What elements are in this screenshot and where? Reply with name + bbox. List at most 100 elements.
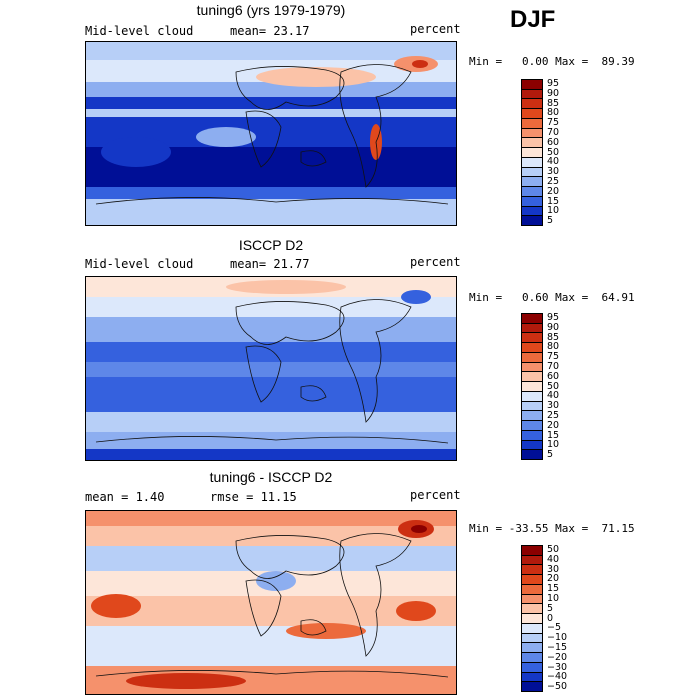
- panel-2-units-label: percent: [410, 255, 461, 269]
- panel-1-map: [85, 41, 457, 226]
- colorbar-swatch: [522, 206, 542, 217]
- colorbar-swatch: [522, 167, 542, 178]
- colorbar-tick-label: 85: [547, 97, 560, 109]
- panel-3-map: [85, 510, 457, 695]
- colorbar-swatch: [522, 575, 542, 585]
- colorbar-swatch: [522, 118, 542, 129]
- colorbar-tick-label: −15: [547, 641, 568, 653]
- colorbar-swatch: [522, 323, 542, 334]
- panel-3-mean-label: mean = 1.40: [85, 490, 165, 504]
- colorbar-tick-label: −10: [547, 632, 568, 644]
- panel-3-map-field: [86, 511, 456, 694]
- panel-3-colorbar-swatches: [521, 545, 543, 692]
- colorbar-swatch: [522, 565, 542, 576]
- colorbar-tick-label: 15: [547, 429, 560, 441]
- panel-2-min-max: Min = 0.60 Max = 64.91: [469, 291, 635, 304]
- colorbar-swatch: [522, 546, 542, 556]
- colorbar-tick-label: 50: [547, 146, 560, 158]
- colorbar-tick-label: 30: [547, 166, 560, 178]
- panel-1-min-max: Min = 0.00 Max = 89.39: [469, 55, 635, 68]
- colorbar-swatch: [522, 643, 542, 654]
- colorbar-swatch: [522, 216, 542, 226]
- colorbar-swatch: [522, 633, 542, 644]
- panel-2-variable-label: Mid-level cloud: [85, 257, 194, 271]
- colorbar-tick-label: −5: [547, 622, 562, 634]
- colorbar-tick-label: 95: [547, 77, 560, 89]
- colorbar-swatch: [522, 80, 542, 90]
- colorbar-tick-label: 85: [547, 331, 560, 343]
- colorbar-tick-label: −40: [547, 671, 568, 683]
- colorbar-swatch: [522, 604, 542, 615]
- colorbar-swatch: [522, 382, 542, 392]
- colorbar-swatch: [522, 109, 542, 119]
- colorbar-swatch: [522, 187, 542, 197]
- colorbar-tick-label: 5: [547, 215, 554, 227]
- colorbar-tick-label: 40: [547, 553, 560, 565]
- colorbar-tick-label: 80: [547, 107, 560, 119]
- colorbar-tick-label: 75: [547, 351, 560, 363]
- colorbar-tick-label: 20: [547, 185, 560, 197]
- panel-2-colorbar: 95 90 85 80 75 70 60 50 40 30 25 20 15 10 5: [521, 312, 559, 460]
- colorbar-tick-label: 20: [547, 419, 560, 431]
- colorbar-tick-label: 25: [547, 175, 560, 187]
- colorbar-swatch: [522, 128, 542, 139]
- colorbar-swatch: [522, 177, 542, 188]
- colorbar-tick-label: 90: [547, 87, 560, 99]
- colorbar-tick-label: 15: [547, 583, 560, 595]
- colorbar-swatch: [522, 682, 542, 692]
- colorbar-swatch: [522, 401, 542, 412]
- colorbar-tick-label: −50: [547, 681, 568, 693]
- colorbar-swatch: [522, 333, 542, 344]
- colorbar-tick-label: 30: [547, 400, 560, 412]
- colorbar-tick-label: 95: [547, 311, 560, 323]
- colorbar-tick-label: 60: [547, 136, 560, 148]
- panel-1-map-field: [86, 42, 456, 225]
- panel-2-map: [85, 276, 457, 461]
- colorbar-swatch: [522, 614, 542, 624]
- colorbar-tick-label: −30: [547, 661, 568, 673]
- colorbar-tick-label: 40: [547, 390, 560, 402]
- colorbar-swatch: [522, 440, 542, 451]
- colorbar-tick-label: 80: [547, 341, 560, 353]
- colorbar-swatch: [522, 343, 542, 353]
- colorbar-swatch: [522, 362, 542, 373]
- colorbar-tick-label: 25: [547, 409, 560, 421]
- colorbar-swatch: [522, 138, 542, 149]
- colorbar-tick-label: 0: [547, 612, 554, 624]
- panel-3-colorbar: 50 40 30 20 15 10 5 0 −5 −10 −15 −20 −30 −40 −50: [521, 544, 567, 692]
- colorbar-swatch: [522, 411, 542, 422]
- colorbar-tick-label: 50: [547, 380, 560, 392]
- colorbar-tick-label: 15: [547, 195, 560, 207]
- panel-3-title: tuning6 - ISCCP D2: [209, 469, 333, 485]
- colorbar-tick-label: 5: [547, 449, 554, 461]
- colorbar-swatch: [522, 555, 542, 566]
- season-label: DJF: [510, 6, 556, 33]
- colorbar-swatch: [522, 99, 542, 110]
- colorbar-tick-label: 10: [547, 439, 560, 451]
- colorbar-tick-label: 90: [547, 321, 560, 333]
- panel-1-mean-label: mean= 23.17: [230, 24, 310, 38]
- colorbar-swatch: [522, 584, 542, 595]
- colorbar-tick-label: 60: [547, 370, 560, 382]
- colorbar-swatch: [522, 653, 542, 663]
- panel-3-min-max: Min = -33.55 Max = 71.15: [469, 522, 635, 535]
- colorbar-swatch: [522, 450, 542, 460]
- colorbar-swatch: [522, 89, 542, 100]
- colorbar-tick-label: 75: [547, 117, 560, 129]
- colorbar-swatch: [522, 157, 542, 168]
- panel-3-units-label: percent: [410, 488, 461, 502]
- colorbar-tick-label: 5: [547, 602, 554, 614]
- panel-2-mean-label: mean= 21.77: [230, 257, 310, 271]
- colorbar-tick-label: 50: [547, 543, 560, 555]
- colorbar-swatch: [522, 430, 542, 441]
- colorbar-swatch: [522, 352, 542, 363]
- colorbar-swatch: [522, 662, 542, 673]
- panel-2-title: ISCCP D2: [238, 237, 304, 253]
- colorbar-tick-label: −20: [547, 651, 568, 663]
- colorbar-tick-label: 40: [547, 156, 560, 168]
- panel-1-colorbar: 95 90 85 80 75 70 60 50 40 30 25 20 15 10 5: [521, 78, 559, 226]
- colorbar-tick-label: 30: [547, 563, 560, 575]
- colorbar-tick-label: 10: [547, 592, 560, 604]
- panel-3-rmse-label: rmse = 11.15: [210, 490, 297, 504]
- panel-1-title: tuning6 (yrs 1979-1979): [196, 2, 346, 18]
